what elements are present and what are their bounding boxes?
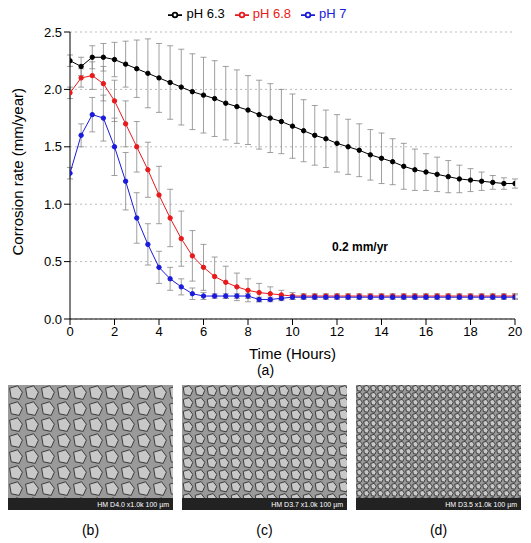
svg-text:Time (Hours): Time (Hours) — [249, 345, 336, 362]
svg-text:0: 0 — [66, 324, 73, 339]
svg-text:1.5: 1.5 — [44, 139, 62, 154]
svg-text:0.5: 0.5 — [44, 254, 62, 269]
html-text:(b): (b) — [81, 522, 100, 538]
svg-text:12: 12 — [330, 324, 344, 339]
svg-text:6: 6 — [200, 324, 207, 339]
svg-text:0.0: 0.0 — [44, 312, 62, 327]
svg-text:1.0: 1.0 — [44, 197, 62, 212]
svg-text:14: 14 — [374, 324, 388, 339]
svg-text:2.0: 2.0 — [44, 82, 62, 97]
html-text:pH 6.8: pH 6.8 — [252, 6, 292, 21]
svg-text:10: 10 — [285, 324, 299, 339]
svg-text:HM D4.0 x1.0k 100 µm: HM D4.0 x1.0k 100 µm — [97, 501, 169, 509]
svg-text:2: 2 — [111, 324, 118, 339]
html-text:(a): (a) — [256, 362, 275, 378]
svg-text:4: 4 — [155, 324, 162, 339]
svg-text:18: 18 — [463, 324, 477, 339]
html-text:(c): (c) — [256, 522, 273, 538]
html-text:pH 6.3: pH 6.3 — [186, 6, 225, 21]
svg-text:HM D3.7 x1.0k 100 µm: HM D3.7 x1.0k 100 µm — [271, 501, 343, 509]
svg-text:16: 16 — [419, 324, 433, 339]
html-text:pH 7: pH 7 — [319, 6, 347, 21]
svg-text:2.5: 2.5 — [44, 25, 62, 40]
html-text:(d): (d) — [429, 522, 448, 538]
svg-text:HM D3.5 x1.0k 100 µm: HM D3.5 x1.0k 100 µm — [445, 501, 517, 509]
svg-text:8: 8 — [244, 324, 251, 339]
svg-text:Corrosion rate (mm/year): Corrosion rate (mm/year) — [9, 88, 26, 256]
svg-text:20: 20 — [508, 324, 522, 339]
html-text:0.2 mm/yr: 0.2 mm/yr — [332, 240, 388, 254]
